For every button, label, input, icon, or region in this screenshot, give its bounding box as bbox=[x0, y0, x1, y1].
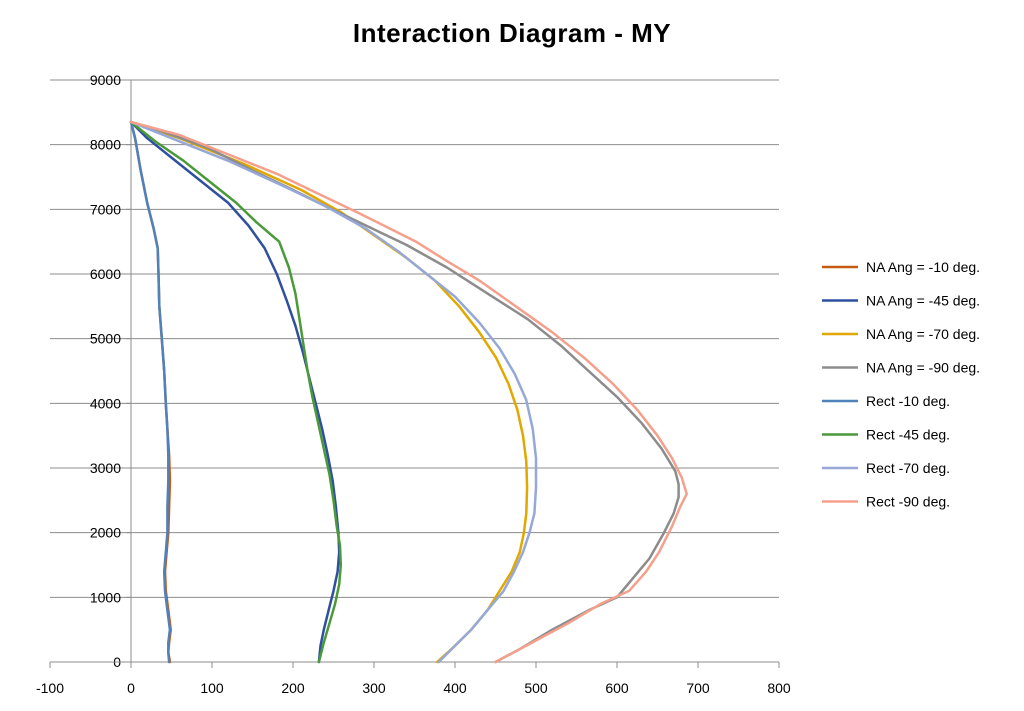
y-tick-label: 2000 bbox=[90, 525, 121, 541]
legend-label: Rect -10 deg. bbox=[866, 393, 950, 409]
chart-title: Interaction Diagram - MY bbox=[352, 18, 672, 48]
x-tick-label: 600 bbox=[605, 680, 629, 696]
legend-label: NA Ang = -45 deg. bbox=[866, 293, 980, 309]
series-line bbox=[129, 120, 172, 664]
series-lines bbox=[129, 120, 688, 664]
series-line bbox=[129, 120, 538, 664]
x-tick-label: 300 bbox=[362, 680, 386, 696]
x-tick-label: 700 bbox=[686, 680, 710, 696]
legend: NA Ang = -10 deg. NA Ang = -45 deg. NA Ang… bbox=[822, 259, 980, 510]
x-tick-label: 500 bbox=[524, 680, 548, 696]
y-tick-label: 5000 bbox=[90, 331, 121, 347]
x-tick-label: 200 bbox=[281, 680, 305, 696]
series-line bbox=[129, 120, 343, 664]
series-line bbox=[129, 120, 688, 664]
y-tick-label: 8000 bbox=[90, 137, 121, 153]
legend-label: NA Ang = -10 deg. bbox=[866, 259, 980, 275]
y-tick-label: 4000 bbox=[90, 395, 121, 411]
legend-label: NA Ang = -70 deg. bbox=[866, 326, 980, 342]
y-tick-label: 3000 bbox=[90, 460, 121, 476]
y-tick-label: 1000 bbox=[90, 589, 121, 605]
gridlines bbox=[50, 79, 779, 598]
y-tick-label: 6000 bbox=[90, 266, 121, 282]
legend-label: Rect -90 deg. bbox=[866, 494, 950, 510]
x-tick-label: 100 bbox=[200, 680, 224, 696]
legend-label: Rect -70 deg. bbox=[866, 460, 950, 476]
legend-label: NA Ang = -90 deg. bbox=[866, 360, 980, 376]
series-line bbox=[129, 120, 680, 664]
x-tick-label: 400 bbox=[443, 680, 467, 696]
legend-label: Rect -45 deg. bbox=[866, 427, 950, 443]
x-tick-label: -100 bbox=[36, 680, 64, 696]
series-line bbox=[129, 120, 341, 664]
x-tick-label: 800 bbox=[767, 680, 791, 696]
y-tick-label: 7000 bbox=[90, 201, 121, 217]
series-line bbox=[129, 120, 529, 664]
y-tick-label: 9000 bbox=[90, 72, 121, 88]
axes: 0 1000 2000 3000 4000 5000 6000 7000 8000 9000 -10… bbox=[36, 72, 791, 696]
x-tick-label: 0 bbox=[127, 680, 135, 696]
